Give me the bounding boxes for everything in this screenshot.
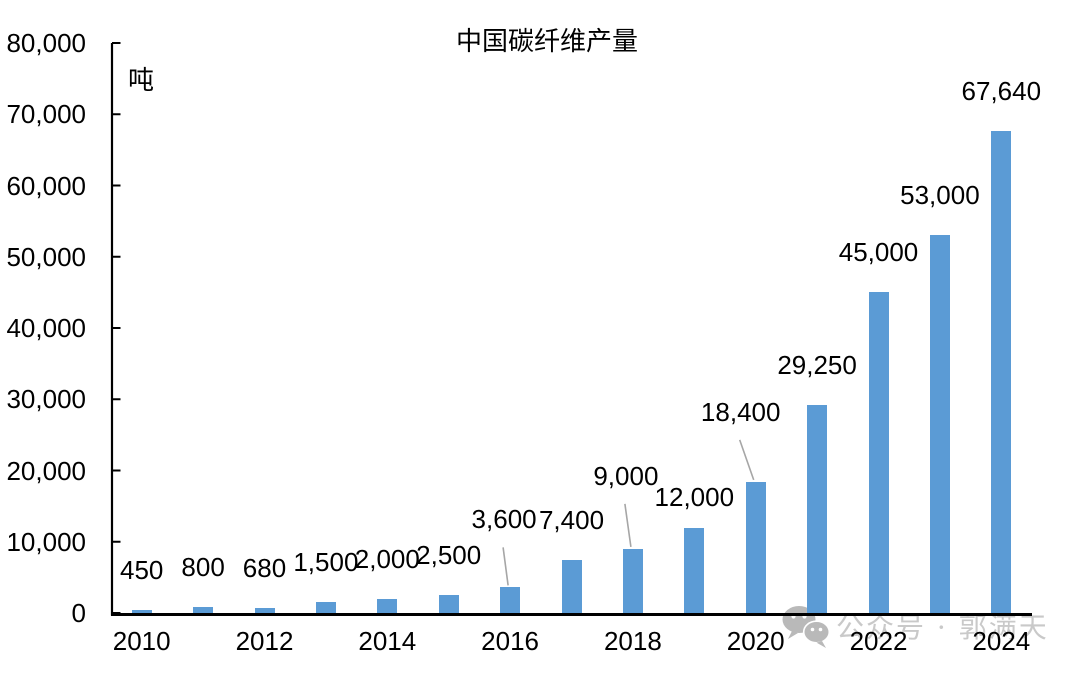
bar-2018 (622, 548, 643, 613)
y-tick-label: 70,000 (6, 99, 86, 130)
y-tick-label: 80,000 (6, 28, 86, 58)
y-tick-label: 10,000 (6, 526, 86, 557)
value-label-2017: 7,400 (538, 505, 605, 536)
value-label-2013: 1,500 (293, 547, 359, 578)
y-tick-label: 40,000 (6, 313, 86, 343)
x-tick-label-2012: 2012 (235, 626, 294, 656)
x-tick-label-2024: 2024 (972, 626, 1031, 656)
bar-2019 (684, 527, 705, 613)
value-label-2011: 800 (181, 552, 225, 583)
y-tick-label: 0 (71, 598, 86, 628)
leader-line-2018 (624, 503, 632, 547)
bar-2013 (315, 602, 336, 613)
y-axis-unit-label: 吨 (128, 66, 155, 96)
value-label-2022: 45,000 (838, 237, 919, 268)
x-tick-label-2018: 2018 (603, 626, 662, 656)
bar-2020 (745, 481, 766, 613)
value-label-2012: 680 (242, 553, 287, 584)
x-tick-label-2014: 2014 (358, 626, 417, 656)
bar-2017 (561, 560, 582, 613)
value-label-2014: 2,000 (354, 543, 420, 574)
value-label-2010: 450 (119, 554, 164, 585)
bar-2015 (438, 595, 459, 613)
bar-2024 (991, 131, 1012, 613)
bar-2023 (929, 235, 950, 613)
value-label-2023: 53,000 (900, 180, 980, 211)
y-tick-label: 20,000 (6, 455, 86, 486)
value-label-2019: 12,000 (654, 481, 735, 512)
bar-2016 (500, 587, 521, 613)
bar-2014 (377, 598, 398, 613)
x-tick-label-2022: 2022 (849, 626, 908, 656)
value-label-2018: 9,000 (593, 460, 659, 491)
x-tick-label-2016: 2016 (481, 626, 540, 656)
x-tick-label-2020: 2020 (726, 626, 785, 656)
y-tick-label: 60,000 (6, 170, 86, 201)
value-label-2016: 3,600 (471, 504, 537, 535)
value-label-2015: 2,500 (416, 540, 482, 571)
bar-2021 (807, 404, 828, 613)
watermark-text: 公众号 · 郭满天 (836, 611, 1049, 644)
y-tick-label: 50,000 (6, 241, 86, 272)
bar-2011 (193, 607, 214, 613)
value-label-2021: 29,250 (777, 349, 857, 380)
bar-2012 (254, 608, 275, 613)
value-label-2020: 18,400 (700, 396, 781, 427)
chart-title: 中国碳纤维产量 (455, 27, 639, 57)
leader-line-2016 (502, 547, 509, 586)
x-tick-label-2010: 2010 (112, 626, 171, 656)
value-label-2024: 67,640 (961, 76, 1042, 107)
leader-line-2020 (738, 439, 755, 481)
y-tick-label: 30,000 (6, 384, 86, 415)
bar-2022 (868, 292, 889, 613)
bar-2010 (131, 609, 152, 613)
